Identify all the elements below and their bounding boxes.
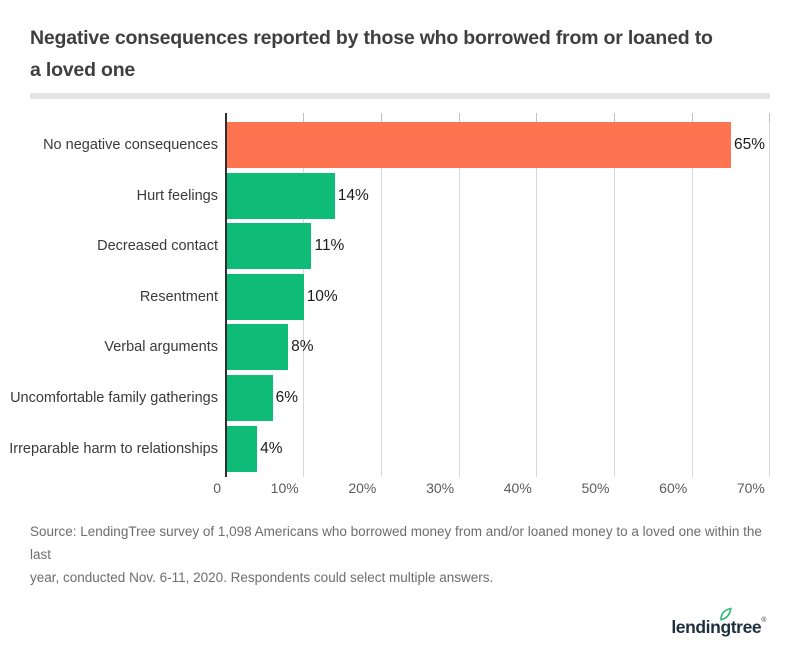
chart-title-line-2: a loved one <box>30 59 136 81</box>
top-tick-20 <box>380 113 382 122</box>
category-label: Hurt feelings <box>136 187 218 204</box>
chart-title-line-1: Negative consequences reported by those … <box>30 27 713 49</box>
x-tick-label-40: 40% <box>503 480 532 496</box>
gridline-20 <box>380 122 382 477</box>
category-label: Irreparable harm to relationships <box>9 440 218 457</box>
source-note-line-2: year, conducted Nov. 6-11, 2020. Respond… <box>30 570 494 585</box>
bar-14pct <box>227 172 335 219</box>
gridline-70 <box>769 122 771 477</box>
x-axis-zero-line <box>225 113 227 477</box>
gridline-40 <box>536 122 538 477</box>
top-tick-40 <box>536 113 538 122</box>
source-note: Source: LendingTree survey of 1,098 Amer… <box>30 520 770 589</box>
top-tick-30 <box>458 113 460 122</box>
value-label: 10% <box>306 287 338 305</box>
x-tick-label-70: 70% <box>736 480 765 496</box>
bar-4pct <box>227 425 258 472</box>
x-tick-label-10: 10% <box>270 480 299 496</box>
bar-11pct <box>227 223 312 270</box>
x-tick-label-60: 60% <box>659 480 688 496</box>
value-label: 14% <box>337 186 369 204</box>
gridline-30 <box>458 122 460 477</box>
value-label: 65% <box>734 136 766 153</box>
logo-text: lendingtree <box>671 617 762 637</box>
value-label: 11% <box>314 237 345 255</box>
title-divider <box>30 93 770 99</box>
top-tick-60 <box>691 113 693 122</box>
chart-title: Negative consequences reported by those … <box>30 22 750 86</box>
gridline-50 <box>614 122 615 477</box>
x-tick-label-30: 30% <box>426 480 455 496</box>
category-label: Resentment <box>139 288 218 305</box>
registered-mark: ® <box>761 617 766 624</box>
value-label: 6% <box>275 389 299 406</box>
bar-6pct <box>227 375 273 421</box>
lendingtree-logo: lendingtree® <box>671 607 766 638</box>
value-label: 4% <box>260 439 283 457</box>
source-note-line-1: Source: LendingTree survey of 1,098 Amer… <box>30 524 762 562</box>
category-label: Verbal arguments <box>104 339 218 356</box>
category-label: Uncomfortable family gatherings <box>10 390 218 406</box>
gridline-10 <box>303 122 305 477</box>
leaf-icon <box>718 606 733 627</box>
bar-65pct <box>227 122 732 168</box>
gridline-60 <box>691 122 693 477</box>
x-tick-label-50: 50% <box>581 480 610 496</box>
x-tick-label-0: 0 <box>213 480 221 496</box>
bar-chart: 0 10% 20% 30% 40% 50% 60% 70% No negative conseq… <box>0 113 800 500</box>
value-label: 8% <box>291 338 314 356</box>
bar-8pct <box>227 324 289 371</box>
top-tick-70 <box>769 113 771 122</box>
bar-10pct <box>227 273 304 320</box>
x-tick-label-20: 20% <box>348 480 377 496</box>
category-label: No negative consequences <box>43 137 218 153</box>
top-tick-10 <box>303 113 305 122</box>
category-label: Decreased contact <box>97 238 218 255</box>
top-tick-50 <box>614 113 615 122</box>
